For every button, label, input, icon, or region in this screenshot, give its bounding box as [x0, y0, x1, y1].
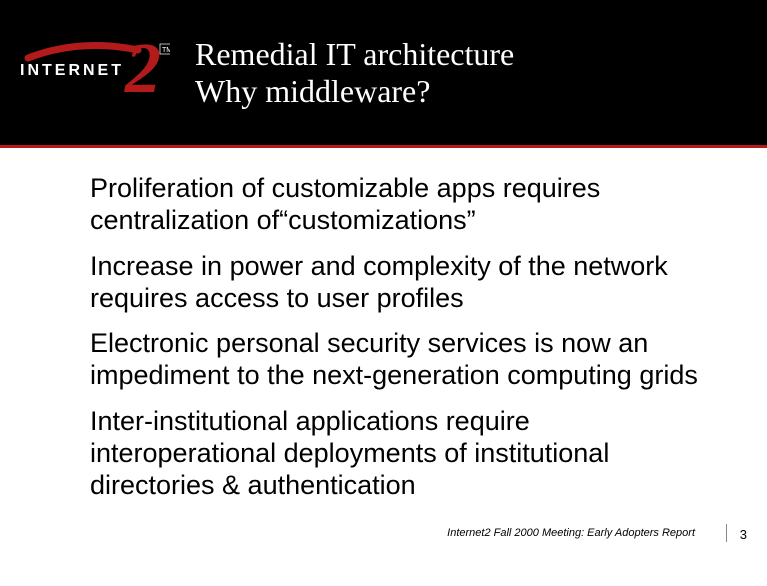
- paragraph: Inter-institutional applications require…: [90, 406, 712, 502]
- title-line-2: Why middleware?: [195, 73, 514, 110]
- paragraph: Electronic personal security services is…: [90, 328, 712, 392]
- slide-title: Remedial IT architecture Why middleware?: [195, 36, 514, 110]
- footer-text: Internet2 Fall 2000 Meeting: Early Adopt…: [447, 527, 695, 539]
- paragraph: Increase in power and complexity of the …: [90, 251, 712, 315]
- title-line-1: Remedial IT architecture: [195, 36, 514, 73]
- paragraph: Proliferation of customizable apps requi…: [90, 173, 712, 237]
- slide-body: Proliferation of customizable apps requi…: [0, 148, 767, 502]
- svg-text:TM: TM: [162, 47, 170, 54]
- internet2-logo: INTERNET 2 TM: [20, 30, 170, 115]
- slide-header: INTERNET 2 TM Remedial IT architecture W…: [0, 0, 767, 145]
- page-number: 3: [740, 527, 747, 542]
- svg-text:2: 2: [124, 30, 161, 108]
- svg-text:INTERNET: INTERNET: [20, 62, 124, 79]
- page-number-divider: [726, 524, 727, 542]
